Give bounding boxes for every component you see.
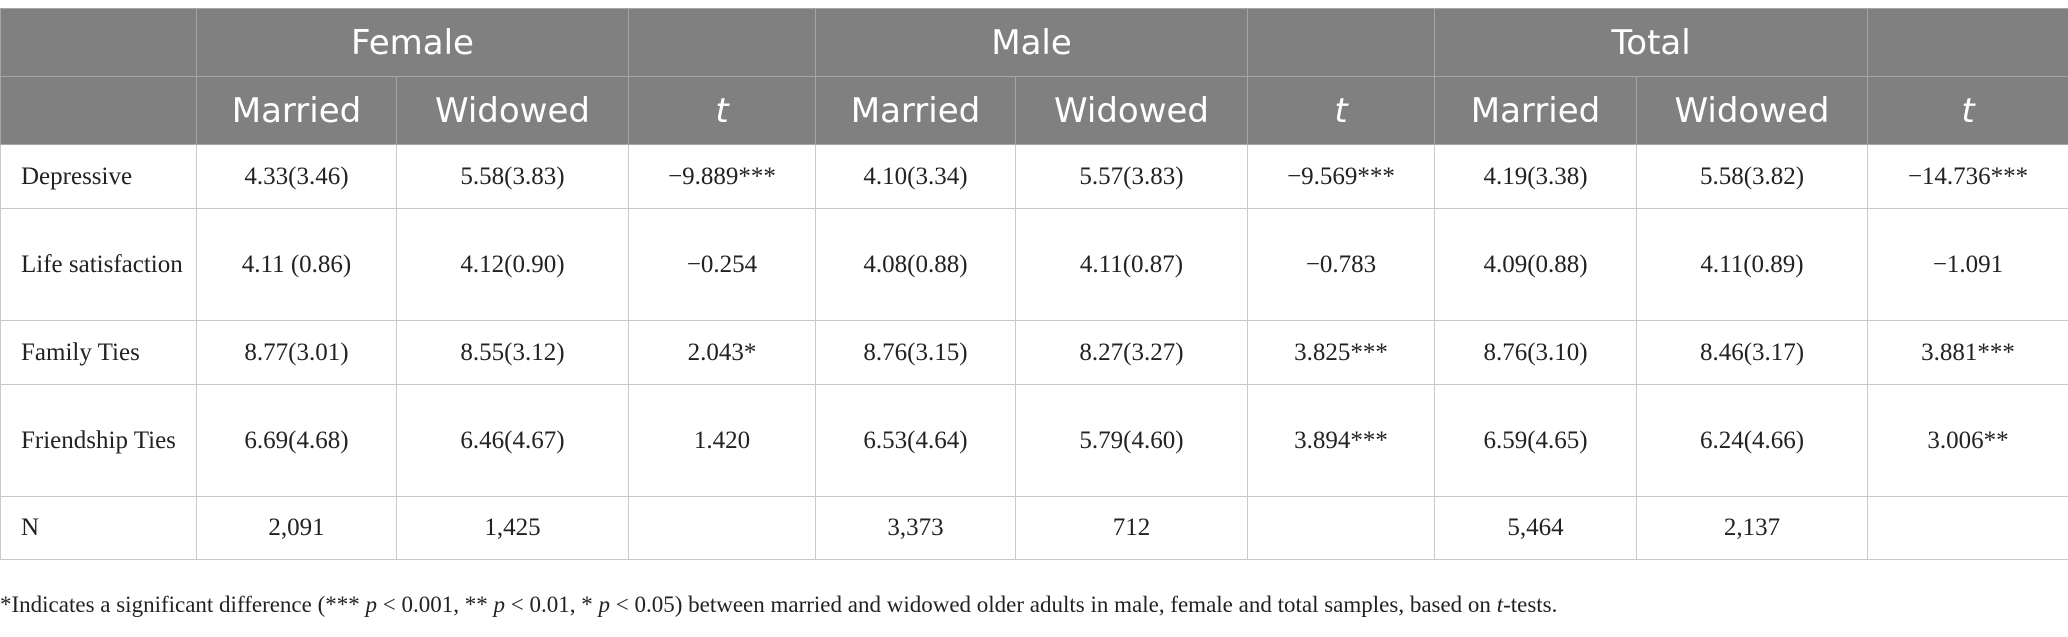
- row-label: Life satisfaction: [0, 208, 197, 321]
- group-header-total: Total: [1434, 8, 1869, 77]
- table-cell: 8.76(3.15): [815, 320, 1016, 385]
- table-cell: 712: [1014, 496, 1249, 560]
- table-footnote: *Indicates a significant difference (***…: [0, 592, 1558, 617]
- table-row: Family Ties 8.77(3.01) 8.55(3.12) 2.043*…: [0, 320, 2068, 385]
- group-header-spacer: [1247, 8, 1436, 77]
- table-cell: 6.53(4.64): [815, 384, 1016, 497]
- table-cell: 4.11(0.87): [1014, 208, 1249, 321]
- group-header-spacer: [1867, 8, 2068, 77]
- table-cell: 8.76(3.10): [1434, 320, 1638, 385]
- table-cell: 8.46(3.17): [1636, 320, 1869, 385]
- table-cell: −14.736***: [1867, 144, 2068, 209]
- table-cell: 5.58(3.83): [396, 144, 629, 209]
- table-cell: 3.006**: [1867, 384, 2068, 497]
- group-header-spacer: [628, 8, 816, 77]
- table-cell: 5,464: [1434, 496, 1638, 560]
- table-cell: [1247, 496, 1436, 560]
- col-header-male-widowed: Widowed: [1014, 76, 1249, 145]
- col-header-female-t: t: [628, 76, 816, 145]
- table-cell: 4.10(3.34): [815, 144, 1016, 209]
- table-cell: [628, 496, 816, 560]
- table-cell: 6.69(4.68): [196, 384, 397, 497]
- table-cell: 8.27(3.27): [1014, 320, 1249, 385]
- table-cell: −0.783: [1247, 208, 1436, 321]
- table-cell: −9.569***: [1247, 144, 1436, 209]
- col-header-male-married: Married: [815, 76, 1016, 145]
- table-cell: 4.33(3.46): [196, 144, 397, 209]
- table-row: Friendship Ties 6.69(4.68) 6.46(4.67) 1.…: [0, 384, 2068, 497]
- table-row: Life satisfaction 4.11 (0.86) 4.12(0.90)…: [0, 208, 2068, 321]
- table-cell: 1,425: [396, 496, 629, 560]
- col-header-total-married: Married: [1434, 76, 1638, 145]
- table-cell: 5.57(3.83): [1014, 144, 1249, 209]
- table-cell: −0.254: [628, 208, 816, 321]
- row-label: Friendship Ties: [0, 384, 197, 497]
- table-cell: 6.46(4.67): [396, 384, 629, 497]
- table-row: Depressive 4.33(3.46) 5.58(3.83) −9.889*…: [0, 144, 2068, 209]
- row-label: Depressive: [0, 144, 197, 209]
- results-table: Female Male Total Married Widowed t Marr…: [0, 8, 2068, 560]
- table-cell: 3.881***: [1867, 320, 2068, 385]
- table-cell: 4.09(0.88): [1434, 208, 1638, 321]
- group-header-row: Female Male Total: [0, 8, 2068, 77]
- table-cell: 2,091: [196, 496, 397, 560]
- table-cell: 4.19(3.38): [1434, 144, 1638, 209]
- col-header-female-widowed: Widowed: [396, 76, 629, 145]
- table-cell: 4.11 (0.86): [196, 208, 397, 321]
- row-label: N: [0, 496, 197, 560]
- col-header-male-t: t: [1247, 76, 1436, 145]
- corner-cell: [0, 8, 197, 77]
- table-row: N 2,091 1,425 3,373 712 5,464 2,137: [0, 496, 2068, 560]
- group-header-female: Female: [196, 8, 629, 77]
- table-cell: [1867, 496, 2068, 560]
- table-cell: 8.77(3.01): [196, 320, 397, 385]
- table-cell: 3.894***: [1247, 384, 1436, 497]
- table-cell: 5.58(3.82): [1636, 144, 1869, 209]
- table-cell: −9.889***: [628, 144, 816, 209]
- table-cell: 2,137: [1636, 496, 1869, 560]
- group-header-male: Male: [814, 8, 1249, 77]
- table-cell: 2.043*: [628, 320, 816, 385]
- table-cell: 3,373: [815, 496, 1016, 560]
- col-header-female-married: Married: [196, 76, 397, 145]
- table-cell: 4.11(0.89): [1636, 208, 1869, 321]
- table-cell: 6.24(4.66): [1636, 384, 1869, 497]
- table-cell: −1.091: [1867, 208, 2068, 321]
- table-cell: 5.79(4.60): [1014, 384, 1249, 497]
- table-cell: 4.12(0.90): [396, 208, 629, 321]
- corner-cell: [0, 76, 197, 145]
- col-header-total-widowed: Widowed: [1636, 76, 1869, 145]
- table-cell: 6.59(4.65): [1434, 384, 1638, 497]
- sub-header-row: Married Widowed t Married Widowed t Marr…: [0, 76, 2068, 145]
- table-cell: 1.420: [628, 384, 816, 497]
- table-cell: 4.08(0.88): [815, 208, 1016, 321]
- table-cell: 3.825***: [1247, 320, 1436, 385]
- row-label: Family Ties: [0, 320, 197, 385]
- col-header-total-t: t: [1867, 76, 2068, 145]
- table-cell: 8.55(3.12): [396, 320, 629, 385]
